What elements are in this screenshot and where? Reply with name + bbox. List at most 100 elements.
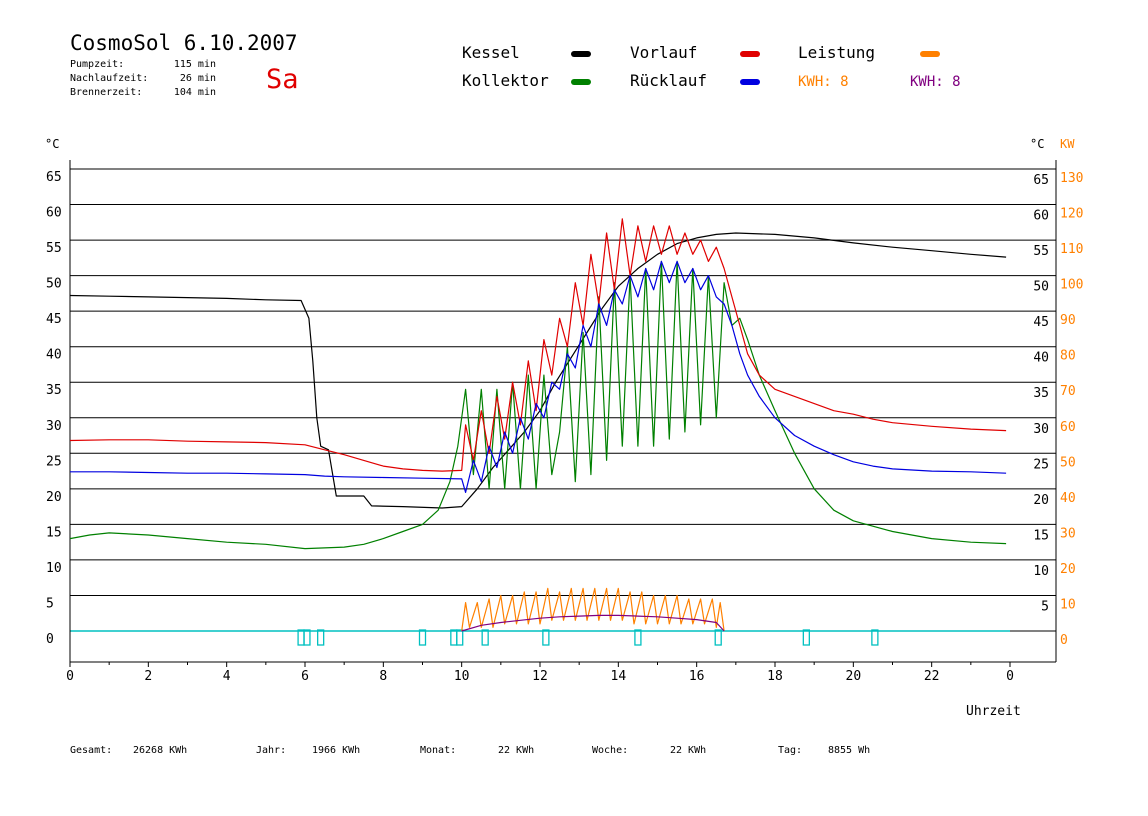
y-tick-right-30: 30 (1033, 422, 1049, 437)
footer-value-monat: 22 KWh (498, 745, 534, 756)
y-tick-left-55: 55 (46, 241, 62, 256)
footer-label-tag: Tag: (778, 745, 802, 756)
legend: Kessel Kollektor Vorlauf Rücklauf Leistu… (462, 43, 961, 90)
footer-value-jahr: 1966 KWh (312, 745, 360, 756)
series-line-vorlauf (69, 218, 1007, 472)
stat-label-nachlaufzeit: Nachlaufzeit: (70, 73, 148, 84)
y-tick-left-5: 5 (46, 596, 54, 611)
y-tick-kw-20: 20 (1060, 562, 1076, 577)
x-tick-label-7: 14 (611, 669, 627, 684)
y-tick-right-45: 45 (1033, 315, 1049, 330)
y-tick-right-60: 60 (1033, 209, 1049, 224)
series-line-rcklauf (70, 260, 1007, 493)
y-tick-kw-50: 50 (1060, 455, 1076, 470)
y-tick-kw-40: 40 (1060, 491, 1076, 506)
y-tick-kw-110: 110 (1060, 242, 1083, 257)
weekday-label: Sa (266, 64, 299, 95)
pump-marker-7 (542, 629, 550, 646)
legend-swatch-vorlauf (740, 51, 760, 57)
pump-marker-11 (871, 629, 879, 646)
series-line-kwh (461, 614, 725, 632)
y-tick-left-50: 50 (46, 277, 62, 292)
pump-markers (297, 629, 879, 646)
footer-value-tag: 8855 Wh (828, 745, 870, 756)
footer-stats: Gesamt: 26268 KWh Jahr: 1966 KWh Monat: … (70, 745, 870, 756)
y-tick-left-0: 0 (46, 632, 54, 647)
legend-swatch-leistung (920, 51, 940, 57)
y-tick-kw-130: 130 (1060, 171, 1083, 186)
x-tick-label-0: 0 (66, 669, 74, 684)
y-tick-right-20: 20 (1033, 493, 1049, 508)
legend-swatch-kollektor (571, 79, 591, 85)
footer-label-jahr: Jahr: (256, 745, 286, 756)
y-tick-left-20: 20 (46, 490, 62, 505)
legend-label-kollektor: Kollektor (462, 71, 549, 90)
y-tick-left-45: 45 (46, 312, 62, 327)
y-tick-right-25: 25 (1033, 457, 1049, 472)
x-axis-label: Uhrzeit (966, 704, 1021, 719)
x-tick-label-2: 4 (223, 669, 231, 684)
y-tick-left-60: 60 (46, 206, 62, 221)
y-tick-right-10: 10 (1033, 564, 1049, 579)
footer-value-gesamt: 26268 KWh (133, 745, 187, 756)
y-tick-right-50: 50 (1033, 280, 1049, 295)
footer-label-gesamt: Gesamt: (70, 745, 112, 756)
pump-marker-9 (714, 629, 722, 646)
footer-label-woche: Woche: (592, 745, 628, 756)
pump-marker-10 (802, 629, 810, 646)
pump-marker-6 (481, 629, 489, 646)
stat-value-pumpzeit: 115 min (174, 59, 216, 70)
pump-marker-0 (297, 629, 305, 646)
pump-marker-4 (450, 629, 458, 646)
axis-ticks: 0510152025303540455055606551015202530354… (46, 170, 1083, 684)
stat-label-brennerzeit: Brennerzeit: (70, 87, 142, 98)
kwh-label-leistung: KWH: 8 (798, 74, 849, 90)
y-tick-kw-10: 10 (1060, 597, 1076, 612)
x-tick-label-9: 18 (767, 669, 783, 684)
y-tick-left-40: 40 (46, 348, 62, 363)
y-tick-right-40: 40 (1033, 351, 1049, 366)
y-tick-kw-90: 90 (1060, 313, 1076, 328)
y-tick-left-35: 35 (46, 383, 62, 398)
y-tick-kw-60: 60 (1060, 420, 1076, 435)
x-tick-label-5: 10 (454, 669, 470, 684)
legend-swatch-ruecklauf (740, 79, 760, 85)
y-tick-kw-30: 30 (1060, 526, 1076, 541)
page-title: CosmoSol 6.10.2007 (70, 31, 298, 55)
legend-swatch-kessel (571, 51, 591, 57)
y-axis-label-right: °C (1030, 137, 1044, 151)
pump-marker-1 (303, 629, 311, 646)
y-axis-label-kw: KW (1060, 137, 1075, 151)
y-tick-right-35: 35 (1033, 386, 1049, 401)
x-tick-label-10: 20 (846, 669, 862, 684)
y-tick-kw-100: 100 (1060, 278, 1083, 293)
pump-marker-5 (456, 629, 464, 646)
y-tick-right-65: 65 (1033, 173, 1049, 188)
series-lines (69, 218, 1007, 632)
y-tick-left-30: 30 (46, 419, 62, 434)
y-axis-label-left: °C (45, 137, 59, 151)
x-tick-label-4: 8 (379, 669, 387, 684)
y-tick-right-15: 15 (1033, 528, 1049, 543)
series-line-kessel (69, 232, 1007, 509)
x-tick-label-12: 0 (1006, 669, 1014, 684)
x-tick-label-8: 16 (689, 669, 705, 684)
y-tick-left-65: 65 (46, 170, 62, 185)
stat-value-brennerzeit: 104 min (174, 87, 216, 98)
y-tick-kw-80: 80 (1060, 349, 1076, 364)
x-tick-label-1: 2 (144, 669, 152, 684)
footer-label-monat: Monat: (420, 745, 456, 756)
legend-label-ruecklauf: Rücklauf (630, 71, 707, 90)
stat-value-nachlaufzeit: 26 min (180, 73, 216, 84)
y-tick-kw-70: 70 (1060, 384, 1076, 399)
y-tick-left-25: 25 (46, 454, 62, 469)
kwh-label-purple: KWH: 8 (910, 74, 961, 90)
legend-label-vorlauf: Vorlauf (630, 43, 697, 62)
pump-marker-2 (317, 629, 325, 646)
y-tick-kw-0: 0 (1060, 633, 1068, 648)
legend-label-kessel: Kessel (462, 43, 520, 62)
legend-label-leistung: Leistung (798, 43, 875, 62)
footer-value-woche: 22 KWh (670, 745, 706, 756)
